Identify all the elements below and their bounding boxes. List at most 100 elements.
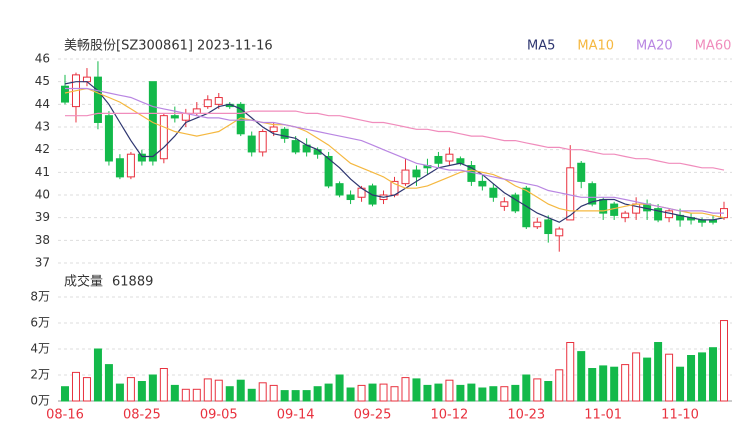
legend-entry: MA60: [695, 39, 732, 54]
candle-body: [258, 131, 267, 153]
volume-bar: [302, 390, 311, 402]
volume-bar: [214, 379, 223, 402]
candle-body: [456, 158, 465, 164]
candle-body: [82, 76, 91, 83]
volume-bar: [313, 386, 322, 402]
candle-body: [522, 187, 531, 228]
volume-bar: [324, 383, 333, 402]
candle-body: [247, 135, 256, 153]
volume-bar: [247, 388, 256, 402]
volume-bar: [104, 364, 113, 402]
volume-bar: [291, 390, 300, 402]
legend-entry: MA5: [527, 39, 555, 54]
candle-body: [511, 194, 520, 212]
candle-body: [61, 85, 69, 103]
y2-tick-label: 0万: [30, 394, 50, 408]
candle-body: [93, 76, 102, 123]
ma-line: [64, 81, 725, 223]
candle-body: [577, 162, 586, 182]
volume-bar: [82, 377, 91, 402]
candle-body: [434, 155, 443, 164]
candle-body: [412, 169, 421, 178]
volume-bar: [148, 374, 157, 402]
volume-bar: [61, 386, 69, 402]
y-tick-label: 44: [35, 97, 50, 111]
y-tick-label: 37: [35, 256, 50, 270]
volume-bar: [346, 387, 355, 402]
x-tick-label: 11-10: [661, 408, 699, 423]
volume-bar: [225, 386, 234, 402]
legend-entry: MA20: [636, 39, 673, 54]
volume-bar: [632, 352, 641, 402]
candle-body: [566, 167, 575, 221]
candle-body: [203, 99, 212, 108]
y-tick-label: 45: [35, 74, 50, 88]
x-tick-label: 08-25: [123, 408, 161, 423]
candle-body: [346, 194, 355, 201]
volume-bar: [599, 365, 608, 402]
y-tick-label: 43: [35, 120, 50, 134]
y2-tick-label: 4万: [30, 342, 50, 356]
volume-bar: [489, 386, 498, 402]
volume-bar: [368, 383, 377, 402]
ma-line: [65, 110, 725, 171]
volume-bar: [456, 384, 465, 402]
volume-bar: [555, 369, 564, 402]
y-tick-label: 38: [35, 233, 50, 247]
volume-bar: [665, 353, 674, 402]
volume-bar: [181, 388, 190, 402]
y-tick-label: 40: [35, 188, 50, 202]
volume-bar: [533, 378, 542, 402]
volume-bar: [610, 366, 619, 402]
candle-body: [621, 212, 630, 219]
x-tick-label: 10-12: [431, 408, 469, 423]
volume-bar: [544, 381, 553, 402]
chart-title: 美畅股份[SZ300861] 2023-11-16: [64, 39, 273, 54]
candle-body: [137, 153, 146, 162]
volume-bar: [203, 378, 212, 402]
volume-bar: [357, 384, 366, 402]
volume-bar: [71, 371, 80, 402]
volume-bar: [412, 378, 421, 402]
x-tick-label: 09-25: [354, 408, 392, 423]
x-tick-label: 09-05: [200, 408, 238, 423]
volume-bar: [159, 368, 168, 402]
volume-bar: [401, 377, 410, 402]
candle-body: [445, 153, 454, 162]
y-tick-label: 39: [35, 210, 50, 224]
ma-line: [65, 87, 724, 214]
candle-body: [335, 183, 344, 196]
volume-bar: [269, 384, 278, 402]
volume-bar: [511, 384, 520, 402]
volume-bar: [643, 357, 652, 402]
candle-body: [500, 201, 509, 207]
volume-bar: [709, 347, 718, 402]
volume-bar: [423, 384, 432, 402]
volume-bar: [258, 382, 267, 402]
candle-body: [126, 153, 135, 178]
volume-bar: [335, 374, 344, 402]
volume-bar: [434, 383, 443, 402]
volume-bar: [192, 388, 201, 402]
y-tick-label: 46: [35, 52, 50, 66]
candle-body: [170, 115, 179, 119]
volume-bar: [93, 348, 102, 402]
candle-body: [159, 115, 168, 160]
x-tick-label: 09-14: [277, 408, 315, 423]
volume-bar: [137, 381, 146, 402]
volume-bar: [720, 320, 728, 402]
volume-bar: [621, 364, 630, 402]
y2-tick-label: 6万: [30, 316, 50, 330]
candle-body: [269, 126, 278, 133]
volume-bar: [577, 351, 586, 402]
volume-bar: [500, 386, 509, 402]
volume-label: 成交量: [64, 274, 103, 290]
candle-body: [214, 97, 223, 105]
candle-body: [555, 228, 564, 237]
volume-bar: [126, 377, 135, 402]
volume-bar: [654, 342, 663, 402]
legend-entry: MA10: [577, 39, 614, 54]
candle-body: [665, 210, 674, 219]
volume-bar: [115, 383, 124, 402]
